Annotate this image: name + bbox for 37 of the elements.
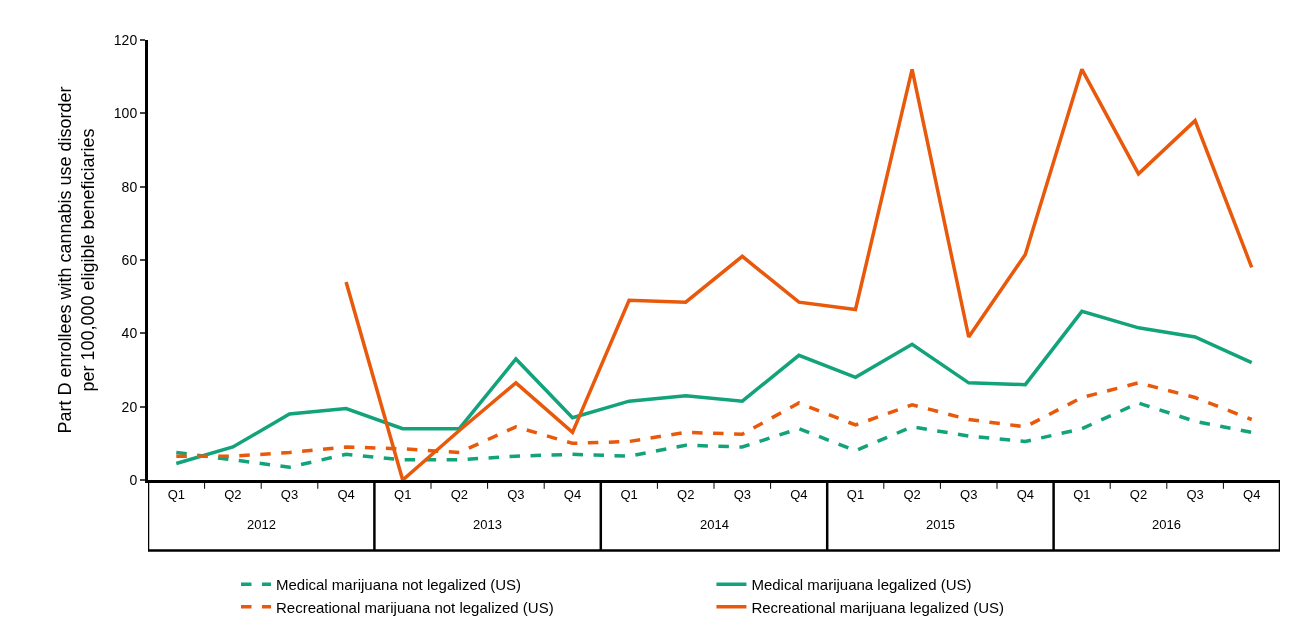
x-tick-label: Q1 bbox=[1073, 486, 1091, 502]
x-tick-label: Q3 bbox=[507, 486, 525, 502]
x-tick-label: Q2 bbox=[450, 486, 468, 502]
x-tick-label: Q2 bbox=[677, 486, 695, 502]
x-tick-label: Q3 bbox=[733, 486, 751, 502]
x-tick-label: Q4 bbox=[1016, 486, 1034, 502]
y-tick-label: 100 bbox=[113, 105, 138, 122]
x-tick-label: Q1 bbox=[846, 486, 865, 502]
x-tick-label: Q2 bbox=[224, 486, 242, 502]
x-tick-label: Q3 bbox=[1186, 486, 1204, 502]
legend-label: Medical marijuana legalized (US) bbox=[751, 576, 972, 594]
x-tick-label: Q3 bbox=[960, 486, 978, 502]
y-tick-label: 120 bbox=[113, 31, 138, 48]
y-tick-label: 40 bbox=[121, 325, 138, 342]
x-tick-label: Q1 bbox=[167, 486, 185, 502]
text: 2013 bbox=[473, 517, 502, 532]
legend-label: Recreational marijuana not legalized (US) bbox=[276, 598, 554, 616]
y-tick-label: 0 bbox=[129, 471, 138, 488]
y-tick-label: 20 bbox=[121, 398, 138, 415]
text: 2014 bbox=[700, 517, 729, 532]
legend-label: Recreational marijuana legalized (US) bbox=[751, 598, 1005, 616]
y-tick-label: 60 bbox=[121, 251, 138, 268]
x-tick-label: Q2 bbox=[903, 486, 921, 502]
x-tick-label: Q1 bbox=[620, 486, 638, 502]
x-tick-label: Q3 bbox=[280, 486, 299, 502]
x-tick-label: Q4 bbox=[563, 486, 582, 502]
x-tick-label: Q4 bbox=[1243, 486, 1261, 502]
legend-label: Medical marijuana not legalized (US) bbox=[276, 576, 522, 594]
text: 2012 bbox=[247, 517, 276, 532]
y-axis-title: Part D enrollees with cannabis use disorder per 100,000 eligible beneficiaries bbox=[54, 86, 99, 434]
text: 2016 bbox=[1152, 517, 1181, 532]
y-tick-label: 80 bbox=[121, 178, 138, 195]
text: 2015 bbox=[926, 517, 955, 532]
x-tick-label: Q4 bbox=[790, 486, 808, 502]
x-tick-label: Q2 bbox=[1129, 486, 1148, 502]
x-tick-label: Q4 bbox=[337, 486, 355, 502]
x-tick-label: Q1 bbox=[394, 486, 412, 502]
